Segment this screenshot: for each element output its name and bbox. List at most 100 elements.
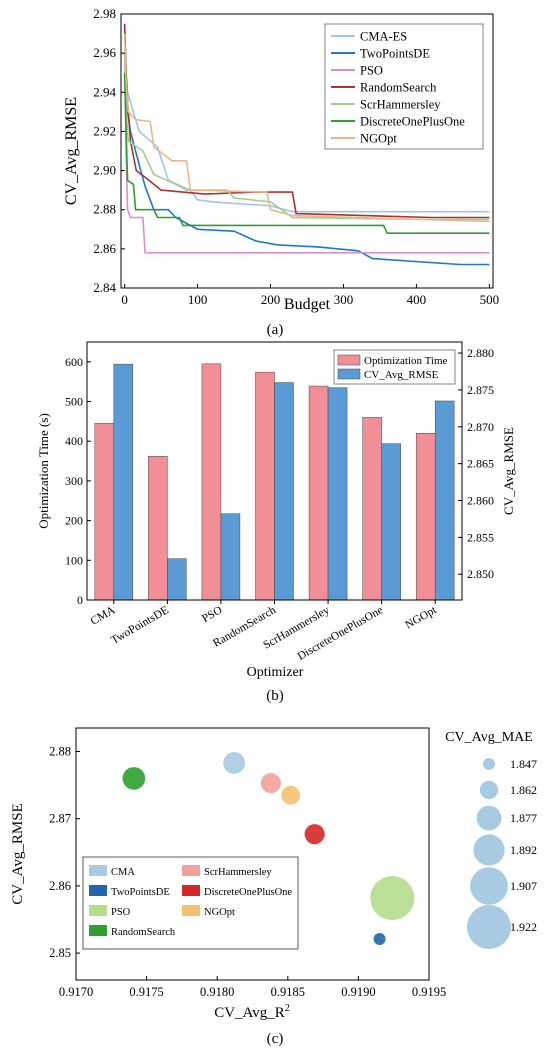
y-axis-title: CV_Avg_RMSE: [63, 97, 80, 205]
y-right-axis-title: CV_Avg_RMSE: [501, 427, 516, 515]
legend-label-3: RandomSearch: [360, 81, 437, 95]
y-left-tick-label: 100: [65, 553, 83, 567]
legend-label-2: TwoPointsDE: [111, 887, 170, 898]
y-tick-label: 2.94: [93, 84, 116, 99]
panel-c: 0.9170 0.9175 0.9180 0.9185 0.9190 0.9195 2.85…: [10, 727, 537, 1047]
legend-label-3: DiscreteOnePlusOne: [204, 887, 292, 898]
x-tick-label: 300: [334, 292, 354, 307]
bubble-1: [373, 933, 386, 946]
size-legend-bubble-5: [467, 905, 511, 949]
size-legend-label-5: 1.922: [510, 920, 537, 934]
size-legend-label-2: 1.877: [510, 811, 537, 825]
bar-rmse-2: [220, 513, 241, 601]
legend-label-6: NGOpt: [360, 132, 397, 146]
x-tick-label: 0.9170: [59, 985, 93, 999]
legend-label-2: PSO: [360, 64, 383, 78]
size-legend-label-3: 1.892: [510, 843, 537, 857]
legend-label-0: Optimization Time: [364, 355, 448, 367]
legend-label-4: PSO: [111, 907, 131, 918]
bar-time-5: [362, 417, 382, 601]
series-line-5: [123, 72, 490, 234]
plot-frame: [120, 13, 494, 289]
size-legend-label-4: 1.907: [510, 879, 537, 893]
y-right-tick-label: 2.880: [467, 346, 494, 360]
bar-rmse-5: [381, 443, 401, 601]
y-tick-label: 2.98: [93, 6, 116, 21]
y-tick-label: 2.87: [49, 812, 71, 826]
y-right-tick-label: 2.875: [467, 383, 494, 397]
series-line-4: [123, 53, 490, 221]
bubble-4: [260, 773, 281, 794]
bubble-3: [122, 767, 146, 790]
x-tick-label: 200: [261, 292, 281, 307]
x-tick-label: 100: [188, 292, 208, 307]
bubble-2: [370, 876, 415, 921]
y-right-tick-label: 2.860: [467, 493, 494, 507]
panel-a: 0 100 200 300 400 500 2.84 2.86 2.88 2.90 2.92 2.94…: [63, 6, 499, 338]
bar-time-2: [201, 363, 222, 601]
legend-swatch-1: [182, 865, 200, 876]
plot-frame: [86, 341, 463, 601]
size-legend-bubble-2: [476, 805, 502, 831]
x-tick-label: 500: [480, 292, 500, 307]
y-tick-label: 2.84: [93, 280, 116, 295]
panel-c-label: (c): [267, 1031, 284, 1047]
y-tick-label: 2.85: [49, 946, 71, 960]
legend-swatch-0: [89, 865, 107, 876]
y-tick-label: 2.96: [93, 45, 116, 60]
y-right-tick-label: 2.870: [467, 420, 494, 434]
size-legend-label-0: 1.847: [510, 757, 537, 771]
legend-swatch-1: [337, 368, 361, 380]
bar-time-6: [415, 433, 436, 601]
legend-swatch-3: [182, 885, 200, 896]
y-left-tick-label: 600: [65, 355, 83, 369]
x-tick-label: 0.9180: [200, 985, 234, 999]
bubble-5: [304, 824, 325, 845]
y-tick-label: 2.88: [49, 745, 71, 759]
x-axis-title: Optimizer: [247, 665, 304, 680]
x-axis-title: Budget: [284, 296, 331, 313]
y-left-tick-label: 300: [65, 474, 83, 488]
legend-label-0: CMA-ES: [360, 30, 407, 44]
x-tick-label: 400: [407, 292, 427, 307]
bar-time-0: [94, 423, 115, 601]
panel-a-label: (a): [267, 322, 284, 338]
legend-label-1: ScrHammersley: [204, 867, 272, 878]
y-left-tick-label: 400: [65, 434, 83, 448]
series-line-6: [123, 33, 490, 223]
legend-label-0: CMA: [111, 867, 135, 878]
y-left-tick-label: 200: [65, 514, 83, 528]
y-tick-label: 2.86: [93, 241, 116, 256]
legend-swatch-0: [337, 354, 361, 366]
y-right-tick-label: 2.865: [467, 457, 494, 471]
legend-label-1: TwoPointsDE: [360, 47, 430, 61]
bar-rmse-4: [327, 387, 348, 601]
size-legend-bubble-3: [473, 834, 505, 866]
panel-b-label: (b): [266, 688, 284, 704]
size-legend-bubble-0: [483, 758, 495, 770]
legend-label-4: ScrHammersley: [360, 98, 441, 112]
bar-time-1: [148, 456, 168, 601]
bar-time-3: [255, 371, 275, 601]
legend-swatch-5: [182, 905, 200, 916]
bar-rmse-1: [167, 558, 187, 601]
y-tick-label: 2.88: [93, 202, 116, 217]
y-tick-label: 2.92: [93, 123, 116, 138]
x-tick-label: PSO: [200, 604, 224, 625]
x-axis-title: CV_Avg_R2: [214, 1003, 290, 1021]
x-tick-label: TwoPointsDE: [109, 604, 171, 647]
x-tick-label: NGOpt: [403, 604, 439, 632]
y-tick-label: 2.90: [93, 163, 116, 178]
size-legend-label-1: 1.862: [510, 783, 537, 797]
x-tick-label: CMA: [89, 604, 118, 628]
legend-swatch-4: [89, 905, 107, 916]
x-tick-label: 0: [121, 292, 128, 307]
size-legend-bubble-1: [479, 780, 499, 800]
bar-rmse-6: [434, 400, 455, 601]
bar-time-4: [308, 385, 329, 601]
y-left-axis-title: Optimization Time (s): [36, 413, 51, 529]
size-legend-bubble-4: [470, 867, 508, 905]
legend-label-6: RandomSearch: [111, 927, 176, 938]
